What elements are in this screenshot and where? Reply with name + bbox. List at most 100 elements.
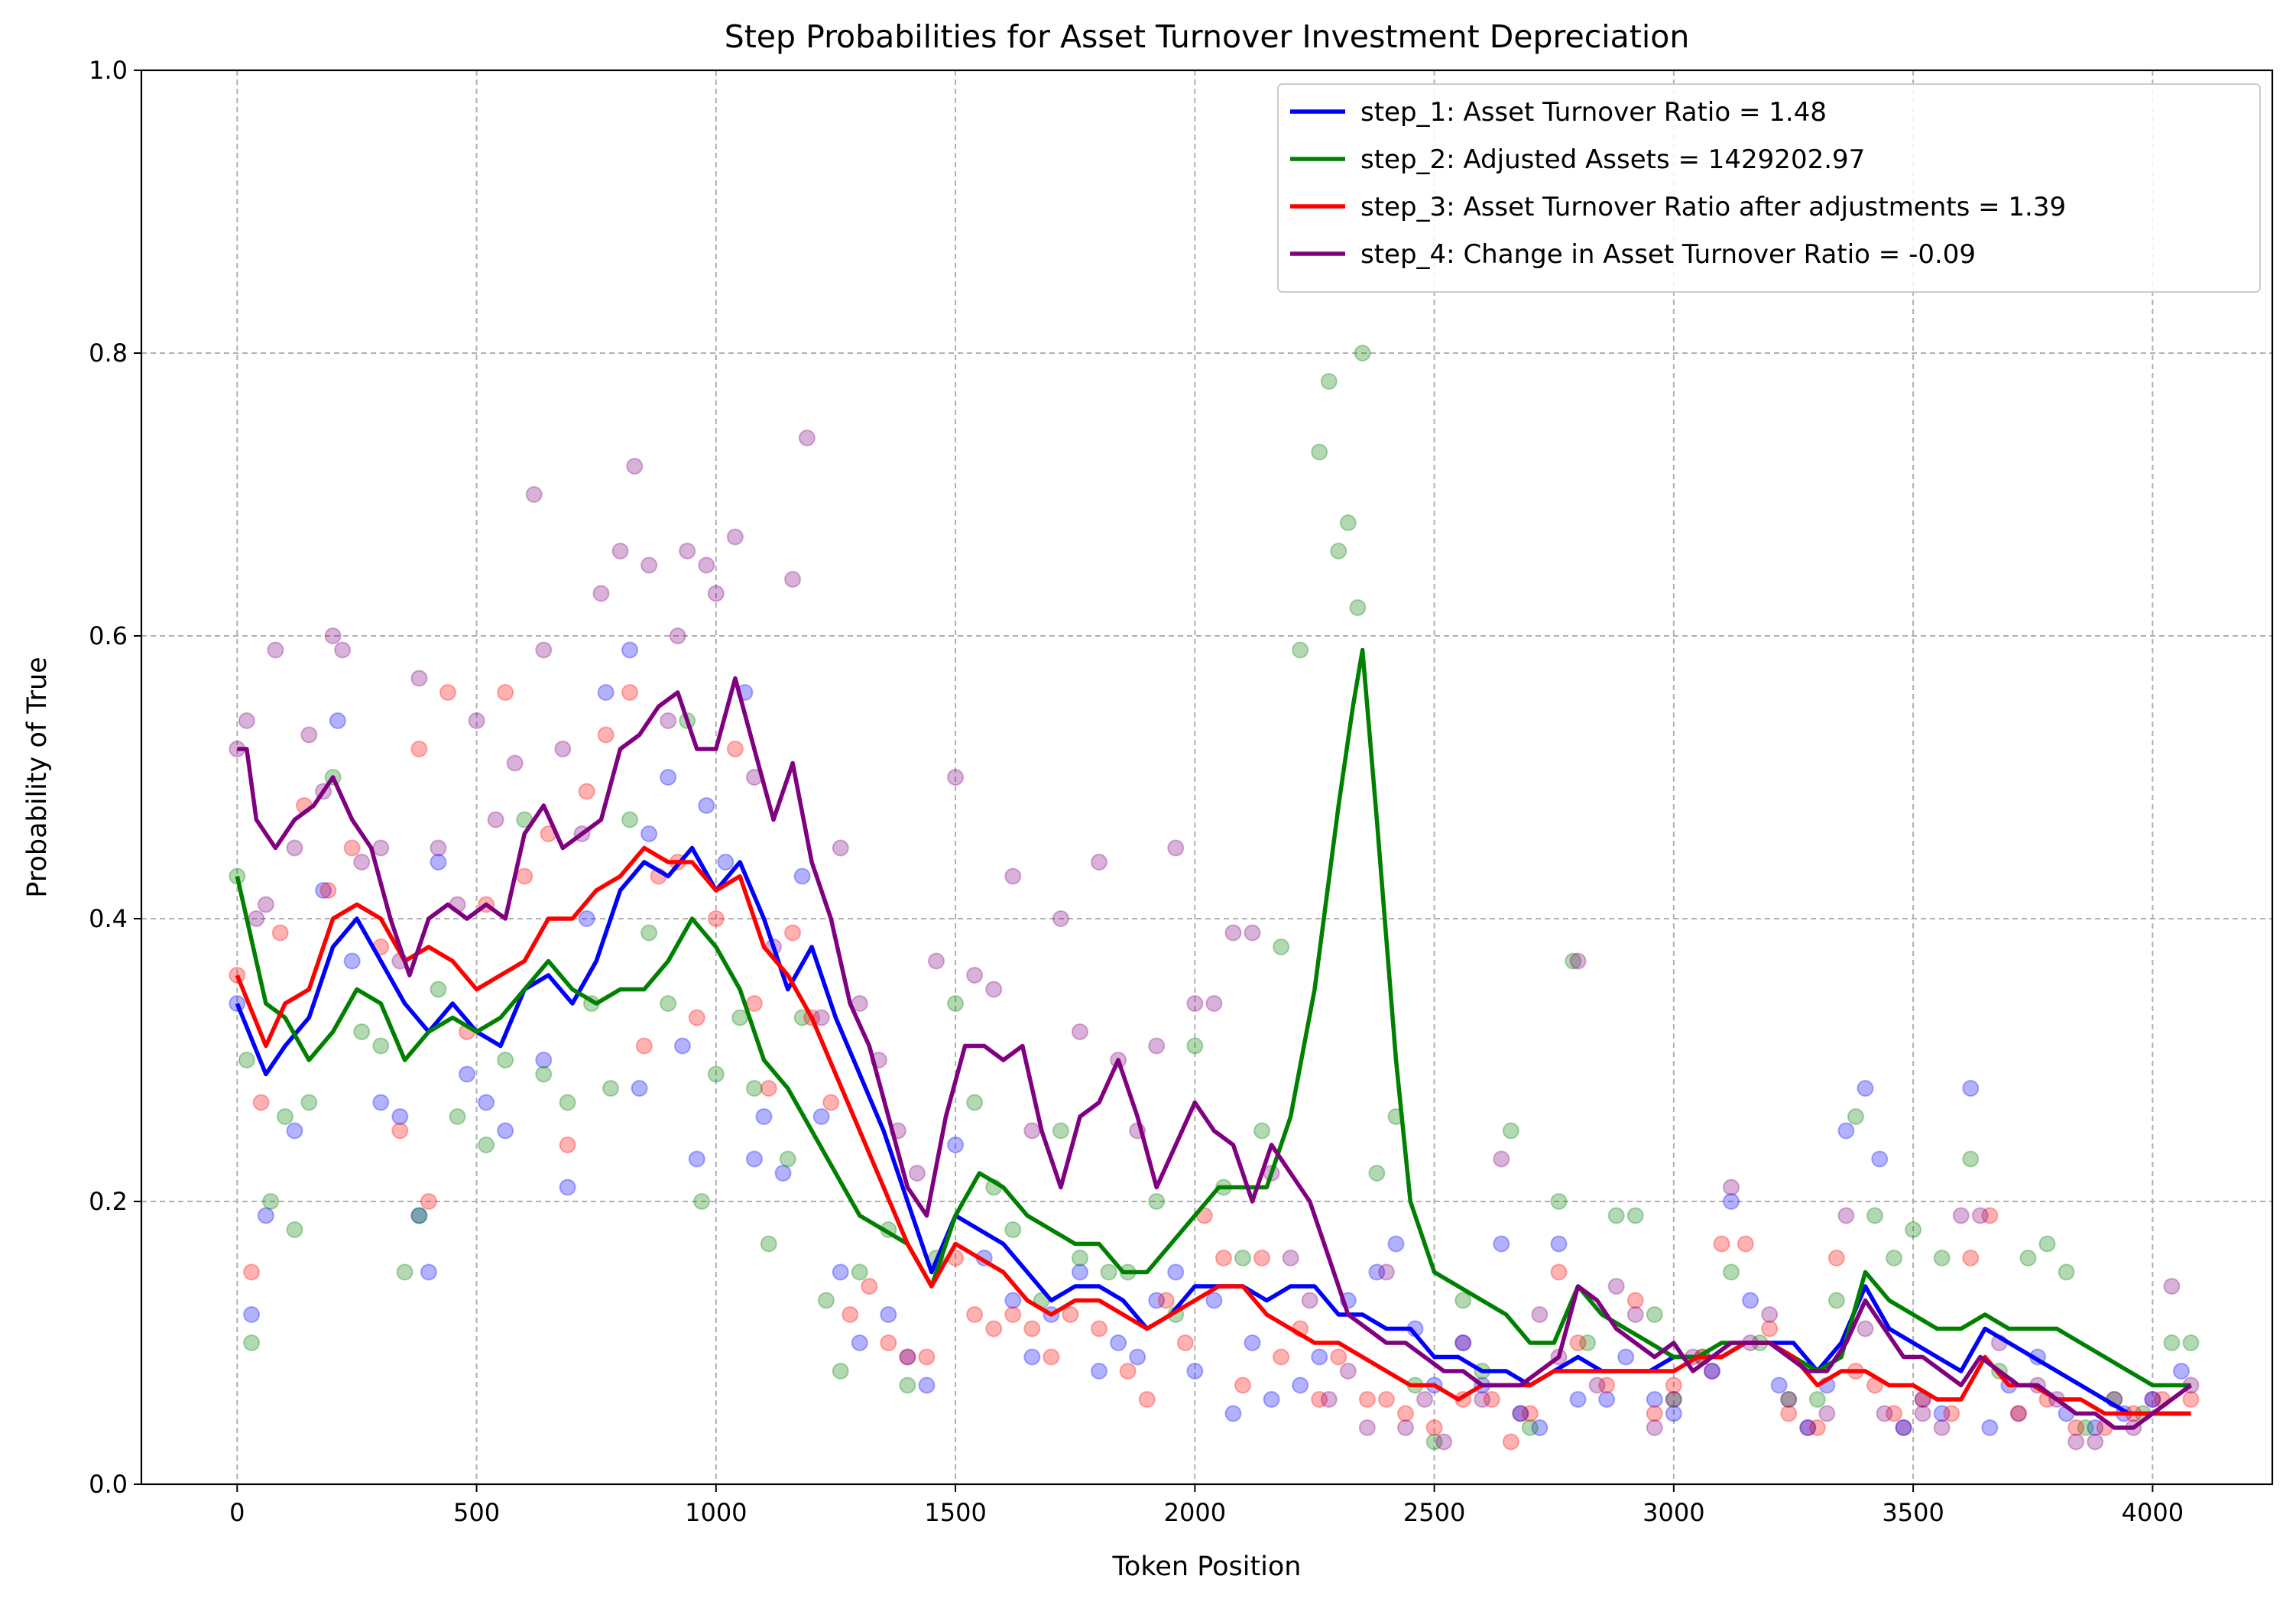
series-4-point — [334, 641, 352, 659]
series-3-point — [1425, 1419, 1443, 1436]
series-4-point — [698, 556, 715, 574]
series-3-point — [252, 1094, 270, 1111]
series-2-point — [478, 1136, 495, 1153]
series-2-point — [1339, 514, 1357, 531]
series-2-point — [1502, 1122, 1519, 1140]
series-1-point — [1962, 1080, 1980, 1097]
series-1-point — [391, 1108, 409, 1125]
series-4-point — [1023, 1122, 1041, 1140]
series-2-line — [235, 647, 2191, 1388]
series-2-point — [1071, 1250, 1088, 1266]
series-3-point — [1062, 1306, 1079, 1323]
series-2-point — [760, 1235, 777, 1253]
series-3-point — [319, 882, 337, 899]
series-3-point — [918, 1348, 936, 1366]
series-2-point — [1886, 1250, 1903, 1266]
series-4-point — [1895, 1419, 1912, 1436]
series-4-point — [1837, 1207, 1855, 1224]
series-2-point — [1866, 1207, 1883, 1224]
series-1-point — [1263, 1391, 1280, 1408]
series-2-point — [1780, 1391, 1798, 1408]
series-1-point — [1895, 1419, 1912, 1436]
series-2-point — [660, 995, 677, 1012]
series-2-point — [779, 1150, 796, 1168]
series-1-point — [1004, 1292, 1022, 1309]
series-1-point — [1129, 1348, 1146, 1366]
series-2-point — [1565, 952, 1582, 970]
series-1-point — [1493, 1235, 1510, 1253]
series-3-point — [707, 910, 725, 927]
series-1-point — [1311, 1348, 1328, 1366]
series-3-point — [1023, 1320, 1041, 1338]
series-2-point — [707, 1065, 725, 1083]
series-1-point — [755, 1108, 773, 1125]
series-1-point — [1799, 1419, 1817, 1436]
series-1-point — [688, 1150, 705, 1168]
series-4-point — [928, 952, 945, 970]
series-4-point — [324, 627, 342, 644]
legend: step_1: Asset Turnover Ratio = 1.48 step_… — [1277, 83, 2261, 293]
series-2-point — [1646, 1306, 1663, 1323]
series-1-point — [2172, 1363, 2190, 1380]
series-3-point — [1358, 1391, 1376, 1408]
series-4-point — [238, 712, 255, 729]
series-2-point — [1579, 1334, 1597, 1351]
series-4-point — [1569, 952, 1587, 970]
series-3-point — [1253, 1250, 1271, 1266]
series-1-point — [1454, 1334, 1472, 1351]
series-3-point — [343, 839, 361, 857]
plot-frame — [140, 69, 2274, 1486]
series-2-point — [693, 1193, 711, 1210]
series-3-point — [559, 1136, 576, 1153]
series-3-point — [1119, 1363, 1137, 1380]
series-3-point — [391, 1122, 409, 1140]
series-2-point — [535, 1065, 553, 1083]
series-1-point — [2087, 1419, 2104, 1436]
series-2-point — [1425, 1433, 1443, 1451]
series-3-point — [1808, 1419, 1826, 1436]
series-2-point — [1607, 1207, 1625, 1224]
x-tick-label: 4000 — [2122, 1498, 2184, 1527]
series-4-point — [1091, 854, 1108, 871]
series-1-point — [2144, 1391, 2161, 1408]
series-2-point — [1962, 1150, 1980, 1168]
series-1-point — [315, 882, 332, 899]
series-1-point — [1723, 1193, 1740, 1210]
series-3-point — [1886, 1405, 1903, 1422]
series-2-point — [621, 811, 639, 828]
series-4-point — [300, 726, 318, 744]
series-4-point — [1474, 1391, 1491, 1408]
series-3-point — [1004, 1306, 1022, 1323]
series-1-point — [1857, 1080, 1874, 1097]
series-1-point — [1244, 1334, 1261, 1351]
series-1-point — [851, 1334, 868, 1351]
y-tick-label: 0.0 — [89, 1470, 128, 1499]
series-3-point — [1397, 1405, 1415, 1422]
series-lines — [235, 647, 2193, 1430]
series-1-point — [1167, 1263, 1185, 1281]
series-3-point — [1780, 1405, 1798, 1422]
series-3-point — [1234, 1376, 1251, 1394]
series-2-point — [1665, 1391, 1682, 1408]
series-4-point — [669, 627, 686, 644]
series-1-point — [286, 1122, 303, 1140]
series-1-point — [478, 1094, 495, 1111]
series-2-point — [1827, 1292, 1845, 1309]
series-3-point — [497, 684, 514, 701]
series-1-point — [793, 867, 811, 885]
series-2-point — [372, 1037, 390, 1055]
series-2-point — [430, 981, 447, 998]
series-4-point — [372, 839, 390, 857]
series-4-point — [1377, 1263, 1395, 1281]
series-2-point — [817, 1292, 835, 1309]
series-3-point — [880, 1334, 897, 1351]
series-3-point — [688, 1009, 705, 1026]
series-4-point — [1876, 1405, 1893, 1422]
x-axis-label: Token Position — [1112, 1552, 1302, 1582]
x-tick-label: 1500 — [924, 1498, 986, 1527]
series-4-point — [1493, 1150, 1510, 1168]
series-4-point — [410, 670, 428, 687]
series-2-point — [602, 1080, 619, 1097]
series-4-point — [707, 585, 725, 602]
series-2-point — [262, 1193, 280, 1210]
